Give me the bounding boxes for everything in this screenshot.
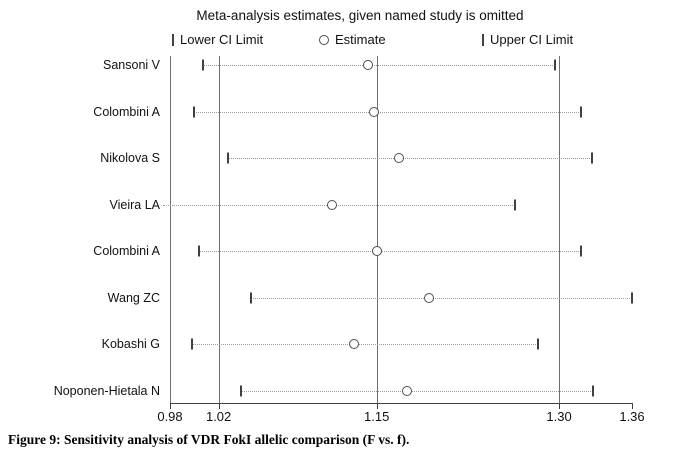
upper-ci-marker-icon xyxy=(482,33,484,46)
lower-ci-tick xyxy=(227,152,230,164)
x-axis-tick xyxy=(632,403,633,409)
lower-ci-tick xyxy=(193,106,196,117)
chart-title: Meta-analysis estimates, given named stu… xyxy=(196,8,524,23)
study-label: Noponen-Hietala N xyxy=(53,383,160,398)
estimate-marker xyxy=(371,246,382,256)
legend-estimate-label: Estimate xyxy=(335,32,386,47)
figure-caption: Figure 9: Sensitivity analysis of VDR Fo… xyxy=(8,432,410,447)
legend-estimate: Estimate xyxy=(319,32,386,47)
x-axis-tick xyxy=(376,403,378,409)
ci-dotted-line xyxy=(228,158,592,159)
x-axis-tick-label: 1.02 xyxy=(205,409,232,424)
legend-upper-ci-label: Upper CI Limit xyxy=(490,32,574,47)
x-axis-tick xyxy=(170,403,171,409)
study-labels-column: Sansoni V Colombini A Nikolova S Vieira LA C… xyxy=(0,56,162,403)
x-axis-tick xyxy=(218,403,220,409)
estimate-marker xyxy=(326,199,337,210)
x-axis-tick-label: 1.15 xyxy=(364,409,390,424)
estimate-marker xyxy=(369,106,380,117)
ci-dotted-line xyxy=(202,65,556,66)
upper-ci-tick xyxy=(631,292,633,303)
lower-ci-tick xyxy=(198,245,201,257)
x-axis-tick-label: 1.36 xyxy=(619,409,645,424)
estimate-marker xyxy=(363,60,374,70)
study-label: Nikolova S xyxy=(100,151,160,165)
legend-lower-ci: Lower CI Limit xyxy=(172,32,263,47)
upper-ci-tick xyxy=(537,338,540,350)
plot-area xyxy=(163,56,633,408)
upper-ci-tick xyxy=(579,245,582,257)
estimate-marker xyxy=(423,292,434,303)
legend-lower-ci-label: Lower CI Limit xyxy=(180,32,264,47)
estimate-marker xyxy=(402,385,413,396)
x-axis-line xyxy=(170,403,633,404)
estimate-marker-icon xyxy=(319,34,329,45)
upper-ci-tick xyxy=(590,152,593,164)
lower-ci-tick xyxy=(239,385,242,396)
lower-ci-tick xyxy=(201,59,204,71)
study-label: Sansoni V xyxy=(103,58,160,72)
study-label: Wang ZC xyxy=(107,290,160,305)
reference-line-lower-ci-limit xyxy=(218,56,220,408)
lower-ci-marker-icon xyxy=(172,33,174,46)
ci-dotted-line xyxy=(191,344,539,345)
y-axis-line xyxy=(170,56,171,408)
x-axis-tick-label: 1.30 xyxy=(546,409,572,424)
legend-upper-ci: Upper CI Limit xyxy=(482,32,573,47)
estimate-marker xyxy=(348,339,359,349)
estimate-marker xyxy=(393,153,404,163)
study-label: Kobashi G xyxy=(101,337,160,351)
x-axis-tick xyxy=(559,403,561,409)
upper-ci-tick xyxy=(592,385,595,396)
x-axis-tick-label: 0.98 xyxy=(157,409,183,424)
reference-line-estimate xyxy=(376,56,378,408)
study-label: Vieira LA xyxy=(109,197,161,212)
ci-dotted-line xyxy=(199,251,581,252)
lower-ci-tick xyxy=(250,292,253,303)
chart-legend: Lower CI Limit Estimate Upper CI Limit xyxy=(0,32,682,50)
ci-dotted-line xyxy=(251,297,632,299)
lower-ci-tick xyxy=(190,338,193,350)
upper-ci-tick xyxy=(579,106,582,117)
upper-ci-tick xyxy=(554,59,557,71)
ci-dotted-line xyxy=(240,390,594,392)
upper-ci-tick xyxy=(514,199,517,210)
ci-dotted-line xyxy=(163,204,516,206)
study-label: Colombini A xyxy=(93,244,160,258)
reference-line-upper-ci-limit xyxy=(559,56,561,408)
study-label: Colombini A xyxy=(93,104,160,119)
ci-dotted-line xyxy=(194,111,581,113)
